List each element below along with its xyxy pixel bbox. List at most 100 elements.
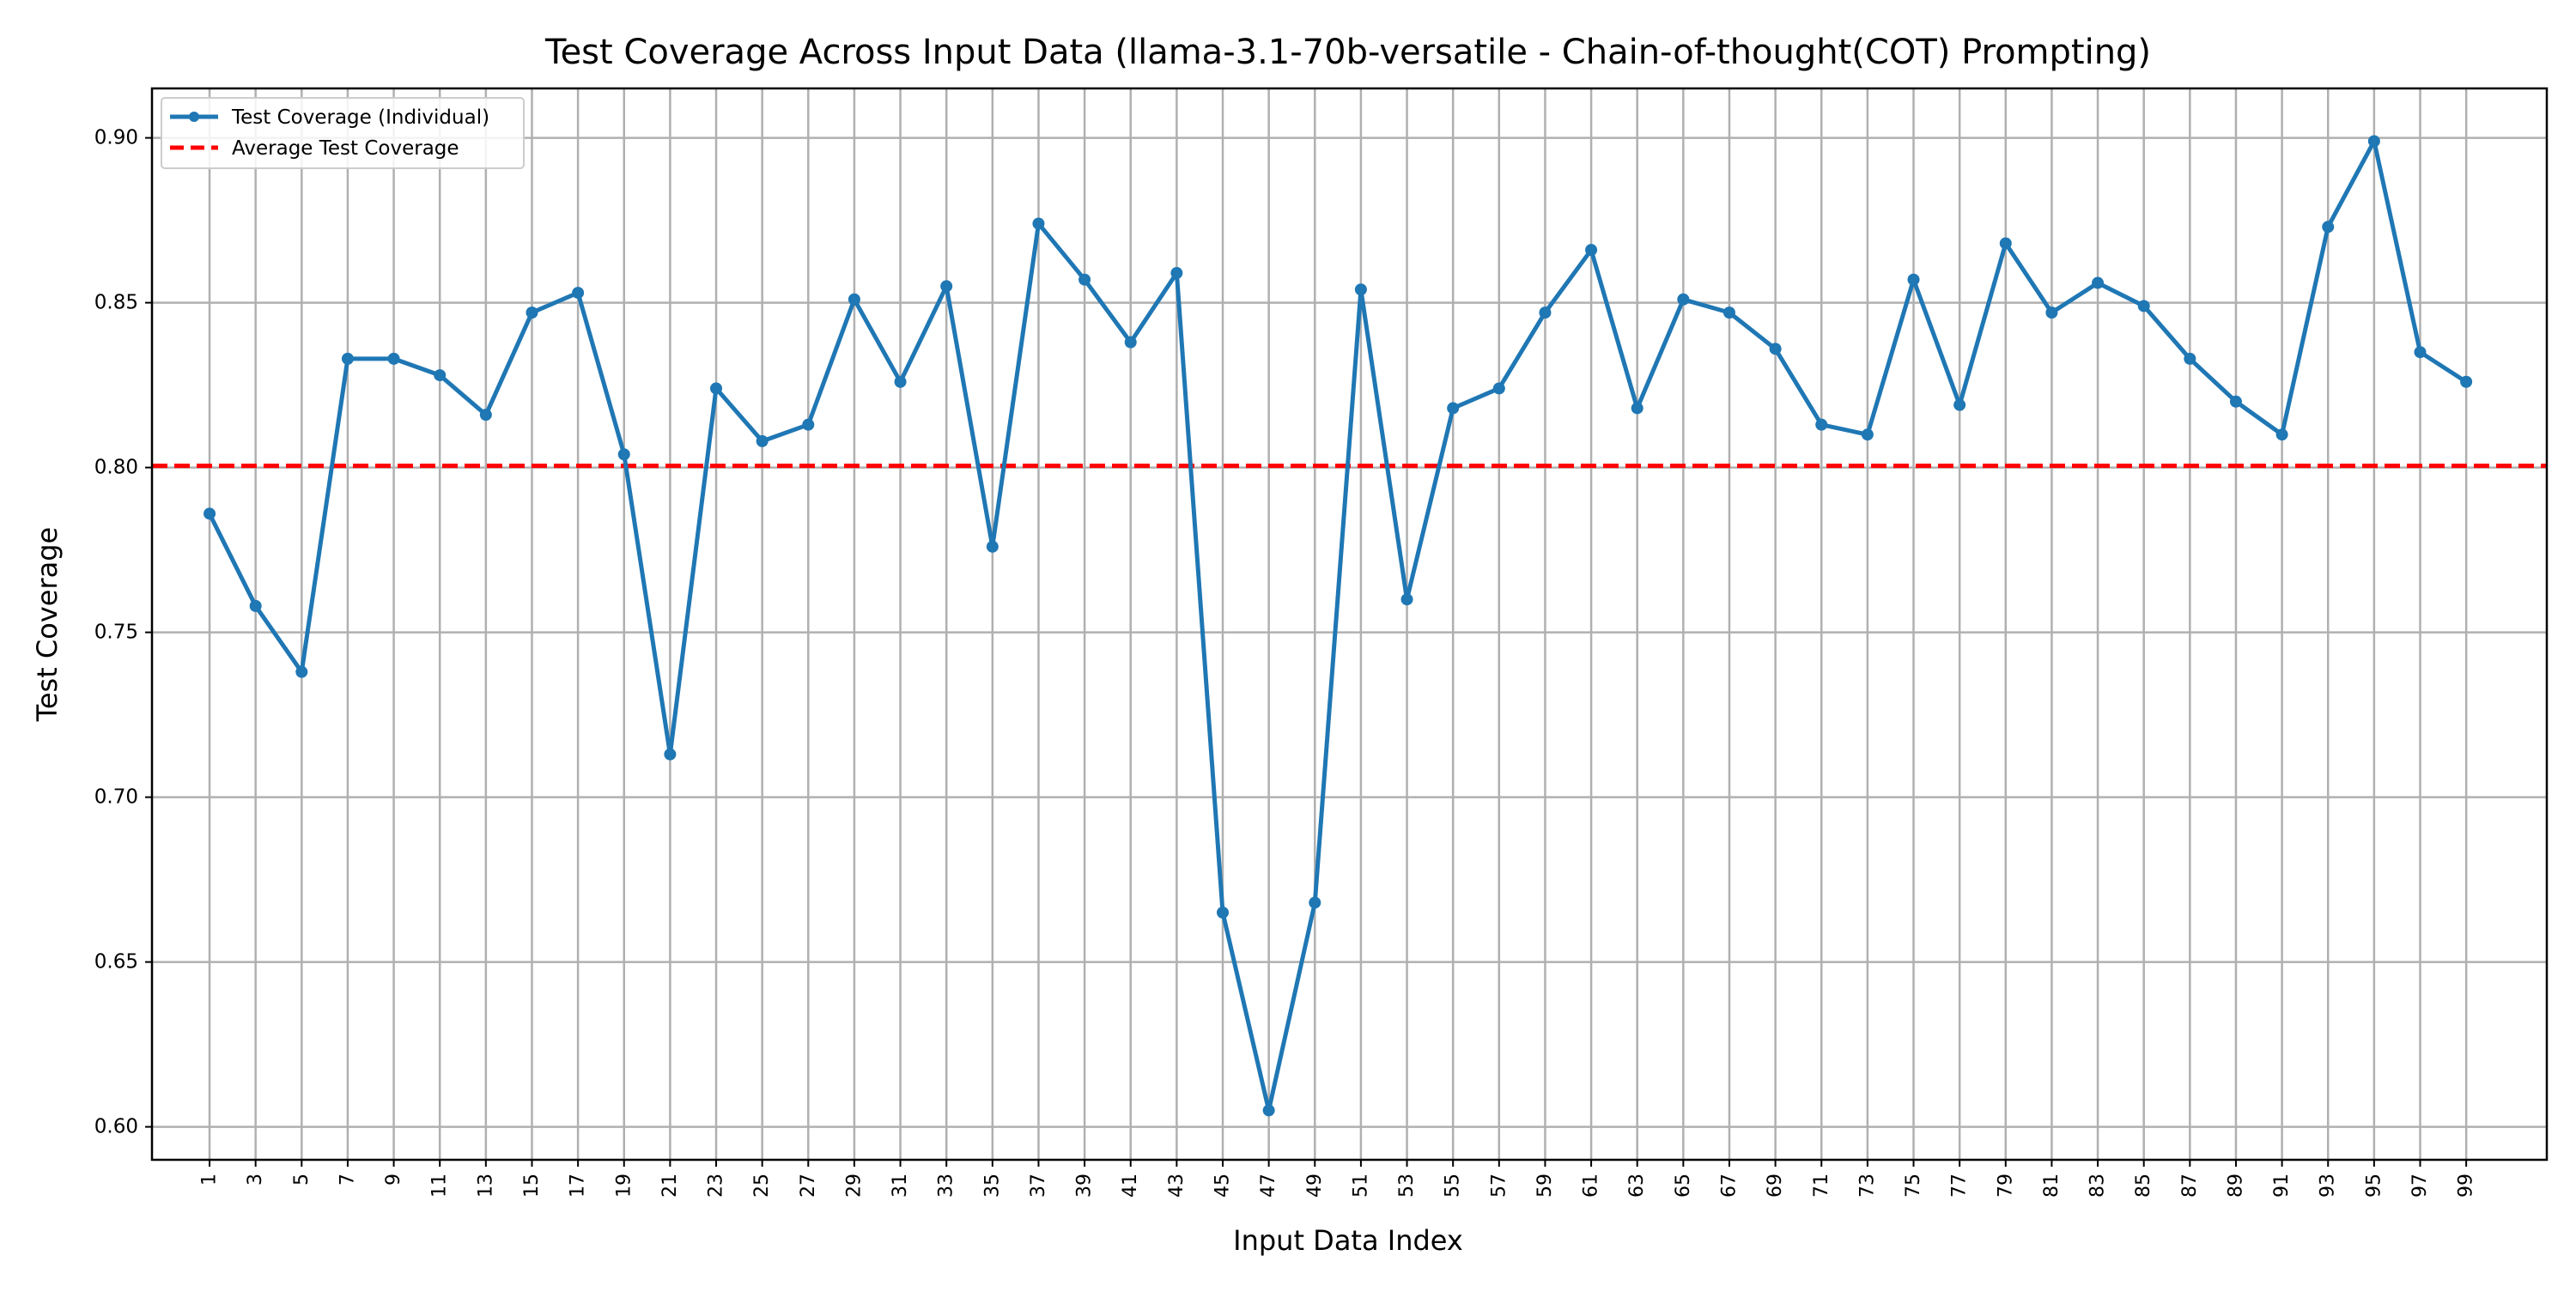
data-point: [1170, 267, 1183, 280]
x-tick-label: 71: [1811, 1174, 1832, 1198]
data-point: [894, 375, 907, 388]
data-point: [617, 448, 630, 461]
x-tick-label: 51: [1350, 1174, 1371, 1198]
data-point: [710, 382, 723, 395]
data-point: [2092, 276, 2105, 289]
data-point: [1309, 896, 1321, 909]
y-tick-label: 0.85: [94, 292, 138, 314]
data-point: [664, 748, 677, 761]
x-tick-label: 75: [1903, 1174, 1924, 1198]
x-tick-label: 79: [1995, 1174, 2016, 1198]
data-point: [1769, 343, 1782, 355]
data-point: [2137, 300, 2150, 312]
x-tick-label: 29: [843, 1174, 865, 1198]
x-tick-label: 45: [1212, 1174, 1234, 1198]
x-tick-label: 95: [2363, 1174, 2385, 1198]
y-tick-label: 0.60: [94, 1116, 138, 1138]
data-point: [1631, 402, 1643, 415]
data-point: [1722, 306, 1735, 319]
legend-marker-individual: [189, 112, 199, 122]
x-tick-label: 77: [1949, 1174, 1971, 1198]
x-tick-label: 53: [1396, 1174, 1418, 1198]
x-tick-label: 37: [1028, 1174, 1049, 1198]
data-point: [1078, 273, 1091, 286]
data-point: [1539, 306, 1552, 319]
data-point: [479, 409, 492, 422]
data-point: [295, 665, 308, 678]
x-tick-label: 43: [1166, 1174, 1188, 1198]
data-point: [1032, 217, 1045, 230]
data-point: [2229, 395, 2242, 408]
data-point: [2275, 428, 2288, 441]
x-tick-label: 87: [2179, 1174, 2201, 1198]
x-tick-label: 1: [199, 1174, 221, 1186]
data-point: [1492, 382, 1505, 395]
x-tick-label: 55: [1443, 1174, 1464, 1198]
x-tick-label: 41: [1120, 1174, 1141, 1198]
data-point: [1907, 273, 1920, 286]
data-point: [2414, 346, 2427, 359]
y-tick-label: 0.70: [94, 786, 138, 809]
x-tick-label: 21: [659, 1174, 681, 1198]
y-tick-label: 0.65: [94, 951, 138, 974]
data-point: [572, 287, 585, 300]
x-tick-label: 27: [798, 1174, 819, 1198]
data-point: [2460, 375, 2473, 388]
series-line-individual: [207, 138, 2468, 1113]
data-point: [1124, 336, 1137, 349]
y-tick-label: 0.90: [94, 127, 138, 149]
data-point: [1999, 237, 2012, 250]
data-point: [1677, 293, 1690, 306]
x-tick-label: 25: [751, 1174, 773, 1198]
y-axis: 0.60 0.65 0.70 0.75 0.80 0.85 0.90: [94, 127, 152, 1138]
y-tick-label: 0.75: [94, 622, 138, 644]
data-point: [848, 293, 860, 306]
data-point: [1861, 428, 1874, 441]
data-point: [1447, 402, 1460, 415]
x-tick-label: 31: [890, 1174, 911, 1198]
data-point: [249, 599, 262, 612]
x-tick-label: 85: [2133, 1174, 2154, 1198]
x-tick-label: 97: [2409, 1174, 2431, 1198]
x-tick-label: 99: [2456, 1174, 2477, 1198]
data-point: [341, 352, 354, 365]
x-tick-label: 19: [613, 1174, 635, 1198]
data-point: [2322, 221, 2335, 234]
data-point: [940, 280, 953, 293]
data-point: [1400, 593, 1413, 606]
data-point: [204, 507, 216, 520]
data-point: [1815, 418, 1828, 431]
x-tick-label: 33: [936, 1174, 957, 1198]
x-tick-label: 11: [429, 1174, 451, 1198]
data-point: [526, 306, 538, 319]
x-tick-label: 15: [521, 1174, 543, 1198]
grid: [152, 88, 2547, 1160]
data-point: [1217, 907, 1230, 919]
legend-label-individual: Test Coverage (Individual): [231, 106, 489, 129]
series-layer: [204, 135, 2473, 1117]
x-tick-label: 67: [1718, 1174, 1740, 1198]
x-tick-label: 17: [568, 1174, 589, 1198]
x-tick-label: 5: [291, 1174, 313, 1186]
data-point: [986, 540, 999, 553]
data-point: [2184, 352, 2196, 365]
x-tick-label: 63: [1626, 1174, 1648, 1198]
x-tick-label: 39: [1074, 1174, 1096, 1198]
x-tick-label: 7: [337, 1174, 358, 1186]
x-tick-label: 69: [1765, 1174, 1786, 1198]
plot-frame: [150, 87, 2549, 1162]
x-axis: 1 3 5 7 9 11 13 15 17 19 21 23 25 27 29 31 33 35 37 39 41 43 4…: [199, 1160, 2477, 1198]
legend-box: [161, 97, 525, 169]
data-point: [1953, 398, 1966, 411]
x-tick-label: 35: [981, 1174, 1003, 1198]
x-tick-label: 81: [2041, 1174, 2063, 1198]
x-tick-label: 3: [245, 1174, 266, 1186]
x-tick-label: 83: [2087, 1174, 2109, 1198]
x-tick-label: 57: [1488, 1174, 1510, 1198]
x-tick-label: 23: [706, 1174, 727, 1198]
data-point: [387, 352, 400, 365]
chart-title: Test Coverage Across Input Data (llama-3…: [544, 33, 2151, 72]
data-point: [802, 418, 815, 431]
